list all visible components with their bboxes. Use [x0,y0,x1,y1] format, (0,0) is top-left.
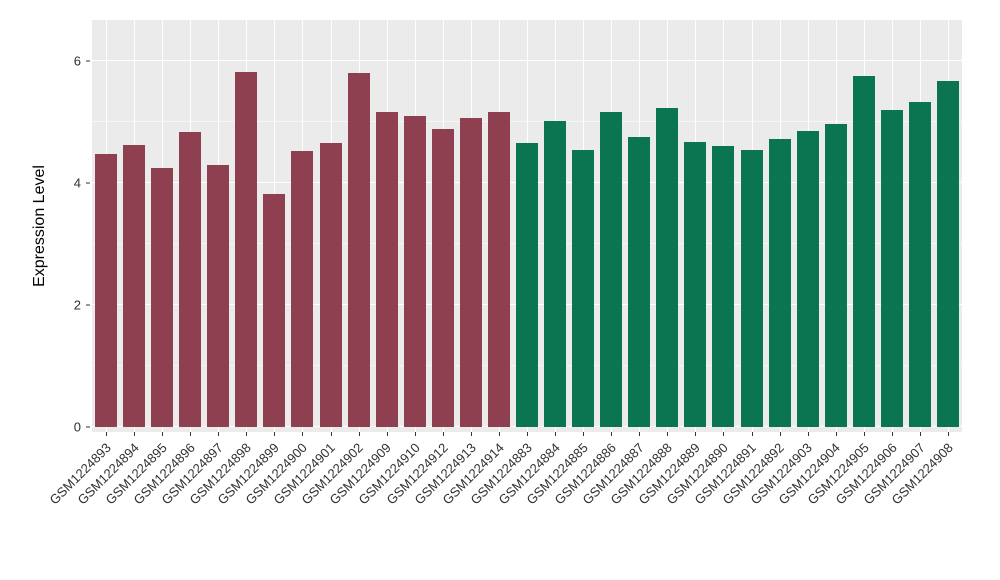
x-tick-mark [639,432,641,436]
bar [768,139,791,427]
x-tick-mark [695,432,697,436]
bar [908,102,931,427]
x-tick-mark [414,432,416,436]
x-tick-mark [358,432,360,436]
bar [431,129,454,427]
x-tick-mark [583,432,585,436]
x-tick-mark [555,432,557,436]
bar [628,137,651,427]
bar [347,73,370,427]
bar [852,76,875,427]
bar [936,81,959,427]
x-tick-mark [807,432,809,436]
y-tick-label: 0 [73,419,81,435]
x-tick-mark [527,432,528,436]
bar [263,194,286,427]
y-tick-label: 6 [73,53,81,69]
x-tick-mark [274,432,276,436]
bar [600,112,623,427]
plot-panel [92,20,962,432]
x-tick-mark [751,432,753,436]
x-tick-mark [442,432,444,436]
bar [207,165,230,427]
bar [684,142,707,427]
x-tick-mark [218,432,220,436]
bar [319,143,342,427]
y-tick-mark [86,304,90,306]
bar [544,121,567,427]
x-tick-mark [162,432,164,436]
x-tick-mark [779,432,781,436]
bar [880,110,903,427]
x-tick-mark [835,432,837,436]
bar [459,118,482,427]
bar [712,146,735,427]
x-tick-mark [891,432,893,436]
x-tick-mark [246,432,248,436]
bar [796,131,819,427]
y-tick-label: 2 [73,297,81,313]
x-tick-mark [106,432,108,436]
bar [572,150,595,427]
x-tick-mark [611,432,613,436]
bar [740,150,763,427]
y-tick-label: 4 [73,175,81,191]
x-tick-mark [470,432,472,436]
x-tick-mark [863,432,865,436]
y-tick-mark [86,182,90,184]
bar [487,112,510,427]
x-tick-mark [498,432,500,436]
x-axis: GSM1224893 GSM1224894 GSM1224895 GSM1224896… [46,432,962,580]
x-tick-mark [134,432,136,436]
bar [235,72,258,427]
bar [291,151,314,427]
x-tick-mark [386,432,388,436]
x-tick-mark [723,432,725,436]
bar [151,168,174,427]
x-tick-mark [947,432,949,436]
y-axis: 0 2 4 6 [0,20,92,435]
x-tick-mark [919,432,921,436]
x-tick-mark [302,432,304,436]
x-tick-mark [667,432,669,436]
bar [824,124,847,427]
bar [516,143,538,427]
bar [95,154,118,427]
bar [179,132,202,427]
x-tick-mark [190,432,192,436]
y-tick-mark [86,426,90,428]
bar [403,116,426,427]
y-tick-mark [86,60,90,62]
bar [375,112,398,427]
bar [656,108,679,427]
bar [123,145,146,427]
x-tick-mark [330,432,332,436]
